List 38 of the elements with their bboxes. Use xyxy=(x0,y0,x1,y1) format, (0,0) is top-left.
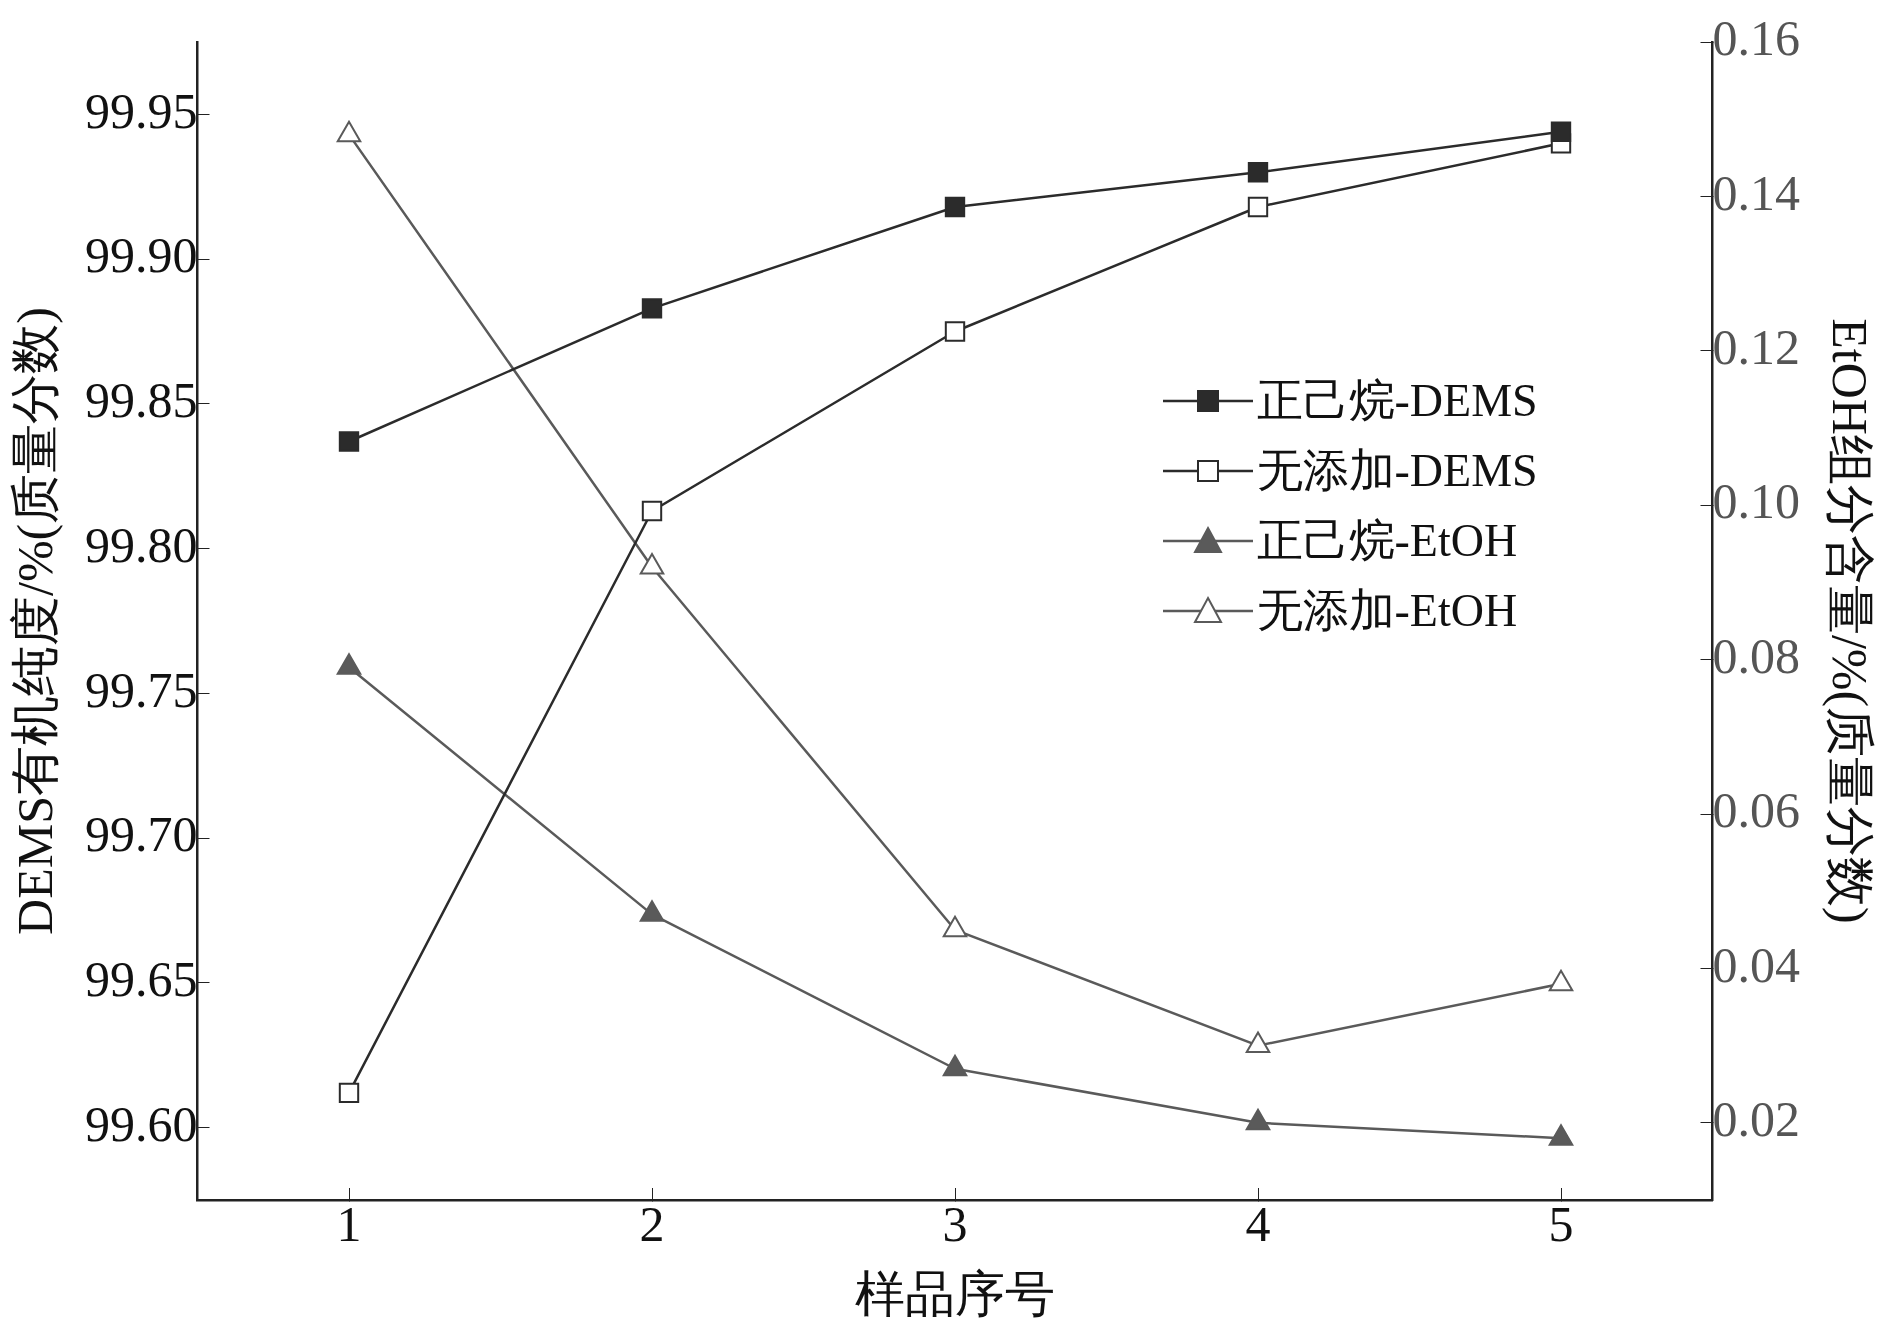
x-tick-label: 5 xyxy=(1548,1196,1574,1253)
y-tick-label: 99.95 xyxy=(85,82,198,139)
y2-tick-label: 0.12 xyxy=(1712,318,1800,375)
legend-label: 正己烷-DEMS xyxy=(1256,374,1538,429)
y-axis-title: DEMS有机纯度/%(质量分数) xyxy=(7,307,64,935)
y2-tick-label: 0.06 xyxy=(1712,782,1800,839)
x-tick-label: 2 xyxy=(639,1196,665,1253)
legend-label: 正己烷-EtOH xyxy=(1256,514,1518,569)
point xyxy=(639,900,665,922)
point xyxy=(336,653,362,675)
point xyxy=(942,1054,968,1077)
point xyxy=(1245,1031,1271,1054)
y-tick-label: 99.60 xyxy=(85,1095,198,1152)
y2-tick-label: 0.08 xyxy=(1712,627,1800,684)
y2-tick-label: 0.10 xyxy=(1712,473,1800,530)
x-tick-label: 4 xyxy=(1245,1196,1271,1253)
x-tick-label: 3 xyxy=(942,1196,968,1253)
y2-tick-label: 0.16 xyxy=(1712,10,1800,67)
point xyxy=(1548,1124,1574,1146)
y-tick-label: 99.65 xyxy=(85,951,198,1007)
point xyxy=(1548,969,1574,992)
x-axis-title: 样品序号 xyxy=(855,1266,1055,1323)
y2-tick-label: 0.04 xyxy=(1712,936,1800,993)
legend-label: 无添加-EtOH xyxy=(1256,584,1518,639)
y2-tick-label: 0.02 xyxy=(1712,1090,1800,1147)
y2-tick-label: 0.14 xyxy=(1712,164,1800,221)
point xyxy=(942,915,968,938)
y-tick-label: 99.90 xyxy=(85,227,198,284)
point xyxy=(1245,1108,1271,1131)
y-tick-label: 99.80 xyxy=(85,516,198,573)
y2-axis-title: EtOH组分含量/%(质量分数) xyxy=(1821,318,1878,924)
y-tick-label: 99.85 xyxy=(85,372,198,428)
y-tick-label: 99.75 xyxy=(85,661,198,718)
legend-label: 无添加-DEMS xyxy=(1256,444,1538,499)
x-tick-label: 1 xyxy=(336,1196,362,1253)
point xyxy=(639,552,665,575)
point xyxy=(336,120,362,143)
y-tick-label: 99.70 xyxy=(85,806,198,863)
